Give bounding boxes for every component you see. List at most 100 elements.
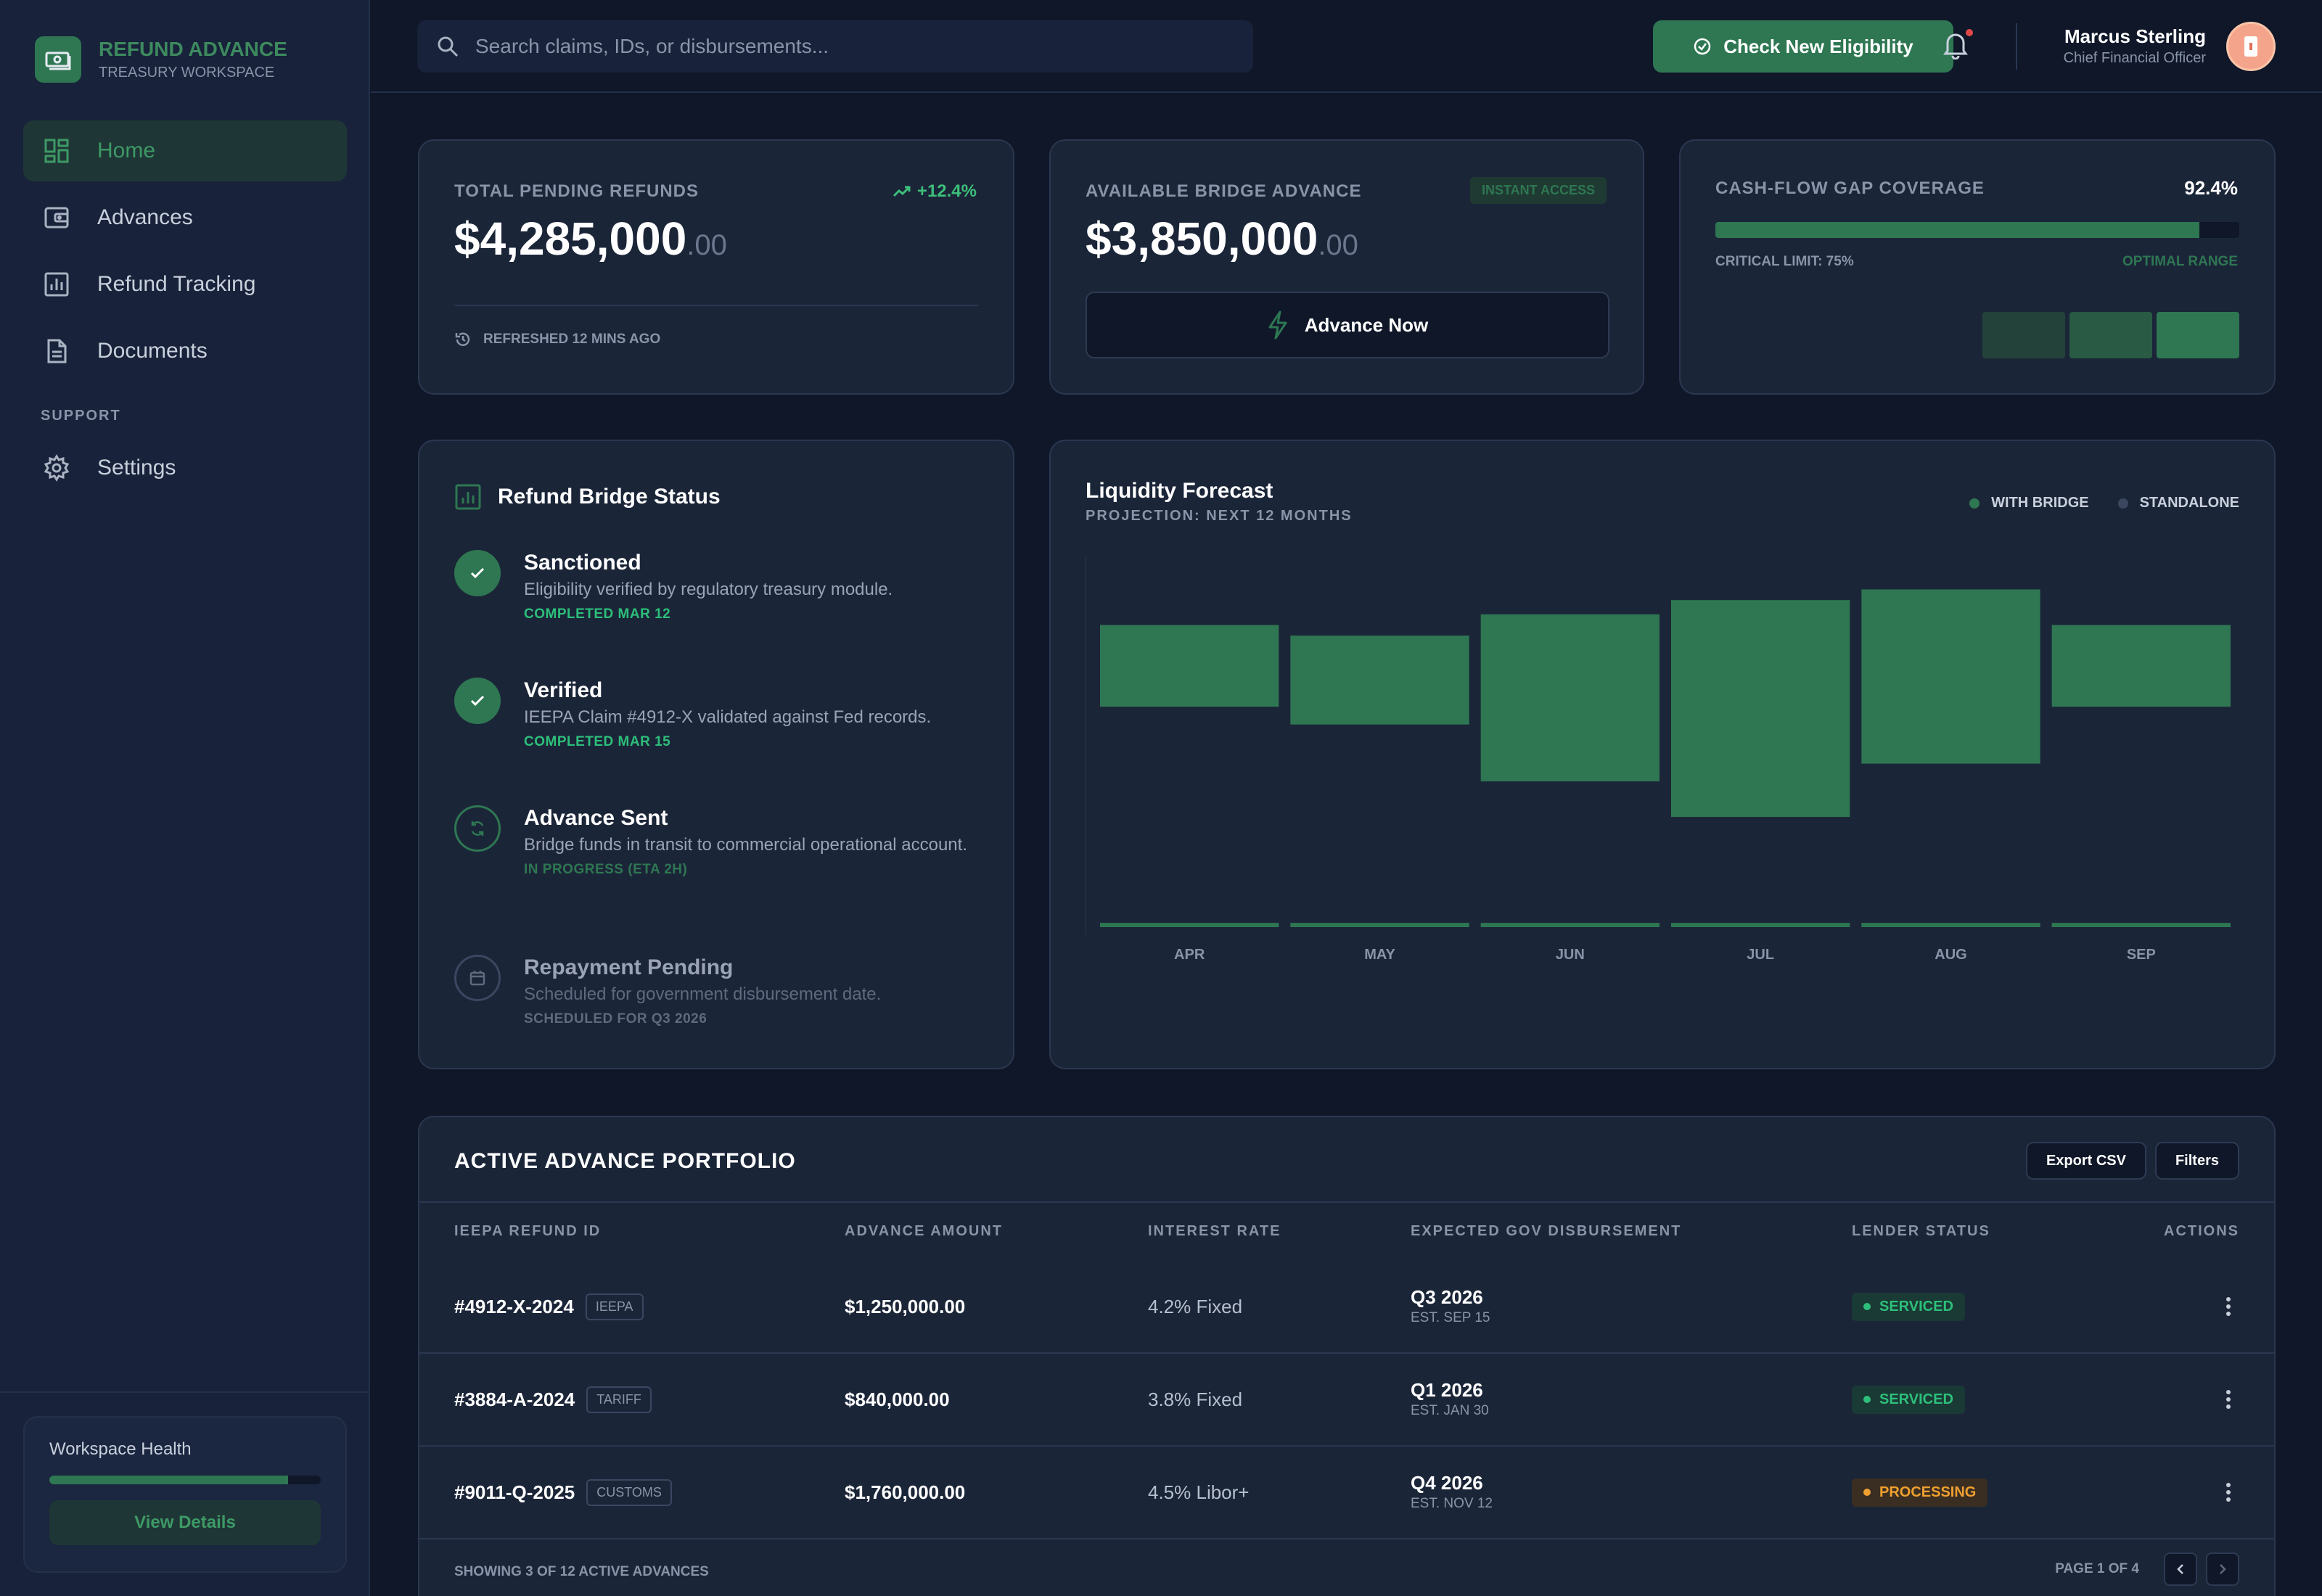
step-description: Bridge funds in transit to commercial op… bbox=[524, 835, 967, 855]
interest-rate: 3.8% Fixed bbox=[1148, 1388, 1243, 1410]
bar-standalone-sep bbox=[2051, 923, 2231, 927]
sidebar-item-label: Settings bbox=[97, 456, 176, 480]
search-icon bbox=[436, 33, 462, 59]
legend-swatch bbox=[2117, 498, 2128, 509]
coverage-percent: 92.4% bbox=[2184, 177, 2238, 199]
step-title: Advance Sent bbox=[524, 806, 668, 830]
notifications-button[interactable] bbox=[1935, 26, 1976, 67]
column-header-id[interactable]: IEEPA REFUND ID bbox=[454, 1223, 602, 1239]
kebab-icon bbox=[2226, 1296, 2231, 1317]
user-name: Marcus Sterling bbox=[2064, 25, 2206, 47]
notification-dot bbox=[1966, 29, 1973, 36]
status-step-sanctioned: Sanctioned Eligibility verified by regul… bbox=[454, 550, 984, 622]
chevron-left-icon bbox=[2177, 1564, 2183, 1574]
sidebar-item-label: Home bbox=[97, 139, 156, 163]
brand[interactable]: REFUND ADVANCE TREASURY WORKSPACE bbox=[35, 36, 287, 83]
column-header-rate[interactable]: INTEREST RATE bbox=[1148, 1223, 1281, 1239]
bar-standalone-apr bbox=[1100, 923, 1279, 927]
status-badge: SERVICED bbox=[1852, 1385, 1965, 1414]
status-dot bbox=[1863, 1489, 1871, 1496]
forecast-subtitle: PROJECTION: NEXT 12 MONTHS bbox=[1086, 508, 1353, 524]
column-header-actions: ACTIONS bbox=[2164, 1223, 2239, 1239]
check-eligibility-button[interactable]: Check New Eligibility bbox=[1653, 20, 1953, 73]
bar-with-bridge-apr bbox=[1100, 625, 1279, 707]
legend-swatch bbox=[1969, 498, 1980, 509]
advance-now-button[interactable]: Advance Now bbox=[1086, 292, 1609, 358]
view-details-button[interactable]: View Details bbox=[49, 1500, 321, 1545]
brand-name: REFUND ADVANCE bbox=[99, 38, 287, 60]
column-header-amount[interactable]: ADVANCE AMOUNT bbox=[845, 1223, 1003, 1239]
kebab-icon bbox=[2226, 1481, 2231, 1503]
filters-button[interactable]: Filters bbox=[2154, 1142, 2239, 1180]
liquidity-forecast-card: Liquidity Forecast PROJECTION: NEXT 12 M… bbox=[1049, 440, 2276, 1069]
bridge-status-title: Refund Bridge Status bbox=[498, 485, 721, 509]
trend-value: +12.4% bbox=[916, 181, 977, 201]
search-bar[interactable] bbox=[417, 20, 1253, 73]
bar-standalone-aug bbox=[1861, 923, 2040, 927]
step-title: Verified bbox=[524, 678, 603, 702]
optimal-range-note: OPTIMAL RANGE bbox=[2122, 254, 2238, 269]
bar-with-bridge-aug bbox=[1861, 589, 2040, 764]
table-row[interactable]: #9011-Q-2025 CUSTOMS $1,760,000.00 4.5% … bbox=[419, 1447, 2274, 1539]
status-chart-icon bbox=[454, 483, 482, 511]
step-description: IEEPA Claim #4912-X validated against Fe… bbox=[524, 707, 932, 727]
export-csv-button[interactable]: Export CSV bbox=[2025, 1142, 2146, 1180]
sidebar-item-advances[interactable]: Advances bbox=[23, 187, 347, 248]
legend-standalone[interactable]: STANDALONE bbox=[2117, 495, 2239, 511]
status-text: PROCESSING bbox=[1879, 1484, 1977, 1500]
disbursement-estimate: EST. SEP 15 bbox=[1411, 1310, 1490, 1325]
next-page-button[interactable] bbox=[2206, 1552, 2239, 1586]
bar-standalone-jun bbox=[1480, 923, 1660, 927]
advance-amount: $1,760,000.00 bbox=[845, 1481, 966, 1503]
step-title: Repayment Pending bbox=[524, 955, 734, 979]
row-actions-button[interactable] bbox=[2226, 1354, 2231, 1445]
sidebar-item-refund-tracking[interactable]: Refund Tracking bbox=[23, 254, 347, 315]
column-header-disbursement[interactable]: EXPECTED GOV DISBURSEMENT bbox=[1411, 1223, 1682, 1239]
search-input[interactable] bbox=[475, 35, 1201, 58]
sidebar-item-label: Refund Tracking bbox=[97, 272, 256, 296]
disbursement-quarter: Q1 2026 bbox=[1411, 1379, 1483, 1401]
sidebar: REFUND ADVANCE TREASURY WORKSPACE Home A… bbox=[0, 0, 370, 1596]
bridge-status-header: Refund Bridge Status bbox=[454, 483, 721, 511]
user-menu[interactable]: Marcus Sterling Chief Financial Officer bbox=[2064, 22, 2276, 71]
row-actions-button[interactable] bbox=[2226, 1447, 2231, 1538]
check-icon bbox=[454, 678, 501, 724]
bridge-status-card: Refund Bridge Status Sanctioned Eligibil… bbox=[418, 440, 1014, 1069]
sidebar-item-documents[interactable]: Documents bbox=[23, 321, 347, 382]
status-step-repayment: Repayment Pending Scheduled for governme… bbox=[454, 955, 984, 1027]
chevron-right-icon bbox=[2220, 1564, 2226, 1574]
sidebar-nav: Home Advances Refund Tracking Documents bbox=[23, 120, 347, 504]
sidebar-item-label: Documents bbox=[97, 339, 208, 363]
sidebar-item-home[interactable]: Home bbox=[23, 120, 347, 181]
bar-standalone-jul bbox=[1671, 923, 1850, 927]
bar-chart-icon bbox=[42, 270, 71, 299]
column-header-status[interactable]: LENDER STATUS bbox=[1852, 1223, 1990, 1239]
history-icon bbox=[454, 331, 472, 348]
step-meta: IN PROGRESS (ETA 2H) bbox=[524, 862, 688, 877]
table-row[interactable]: #3884-A-2024 TARIFF $840,000.00 3.8% Fix… bbox=[419, 1354, 2274, 1447]
banknote-icon bbox=[35, 36, 81, 83]
workspace-health-title: Workspace Health bbox=[49, 1439, 192, 1459]
coverage-card: CASH-FLOW GAP COVERAGE 92.4% CRITICAL LI… bbox=[1679, 139, 2276, 395]
legend-with-bridge[interactable]: WITH BRIDGE bbox=[1969, 495, 2089, 511]
refund-id[interactable]: #3884-A-2024 bbox=[454, 1388, 575, 1410]
status-badge: PROCESSING bbox=[1852, 1478, 1988, 1507]
advance-now-label: Advance Now bbox=[1304, 313, 1429, 336]
step-description: Scheduled for government disbursement da… bbox=[524, 984, 882, 1004]
avatar[interactable] bbox=[2226, 22, 2276, 71]
interest-rate: 4.2% Fixed bbox=[1148, 1295, 1243, 1317]
refund-id[interactable]: #4912-X-2024 bbox=[454, 1295, 574, 1317]
refund-tag: IEEPA bbox=[585, 1293, 644, 1320]
bridge-advance-card: AVAILABLE BRIDGE ADVANCE INSTANT ACCESS … bbox=[1049, 139, 1644, 395]
refund-id[interactable]: #9011-Q-2025 bbox=[454, 1481, 575, 1503]
coverage-blocks bbox=[1978, 312, 2239, 358]
prev-page-button[interactable] bbox=[2164, 1552, 2197, 1586]
status-dot bbox=[1863, 1303, 1871, 1310]
status-step-advance-sent: Advance Sent Bridge funds in transit to … bbox=[454, 805, 984, 878]
x-tick-label: APR bbox=[1174, 947, 1205, 963]
row-actions-button[interactable] bbox=[2226, 1261, 2231, 1352]
gear-icon bbox=[42, 453, 71, 482]
sidebar-item-settings[interactable]: Settings bbox=[23, 437, 347, 498]
table-row[interactable]: #4912-X-2024 IEEPA $1,250,000.00 4.2% Fi… bbox=[419, 1261, 2274, 1354]
card-divider bbox=[454, 305, 978, 306]
